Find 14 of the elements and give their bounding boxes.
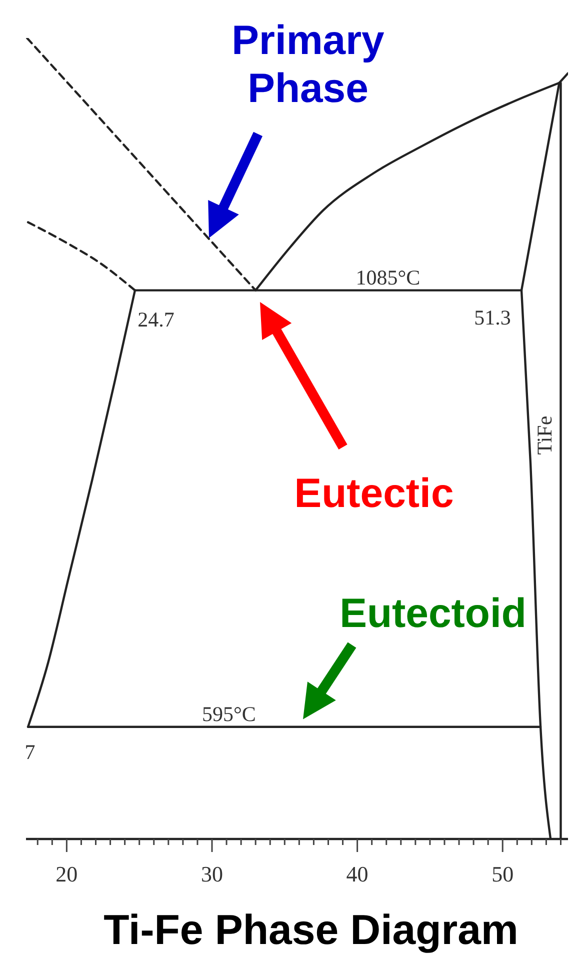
annotation: Eutectoid	[338, 589, 528, 637]
annotation: 51.3	[474, 305, 511, 330]
annotation: 7	[24, 740, 36, 764]
x-tick-label: 50	[492, 862, 514, 886]
annotation: 24.7	[138, 307, 174, 332]
x-tick-label: 20	[56, 862, 78, 886]
annotation: 595°C	[202, 702, 256, 726]
x-tick-label: 40	[346, 862, 368, 886]
annotation: 1085°C	[356, 265, 420, 290]
annotation: Eutectic	[293, 469, 455, 517]
text: Ti-Fe Phase Diagram	[102, 906, 520, 953]
x-tick-label: 30	[200, 862, 223, 886]
annotation: Primary Phase	[230, 16, 386, 112]
annotation: TiFe	[532, 416, 557, 455]
